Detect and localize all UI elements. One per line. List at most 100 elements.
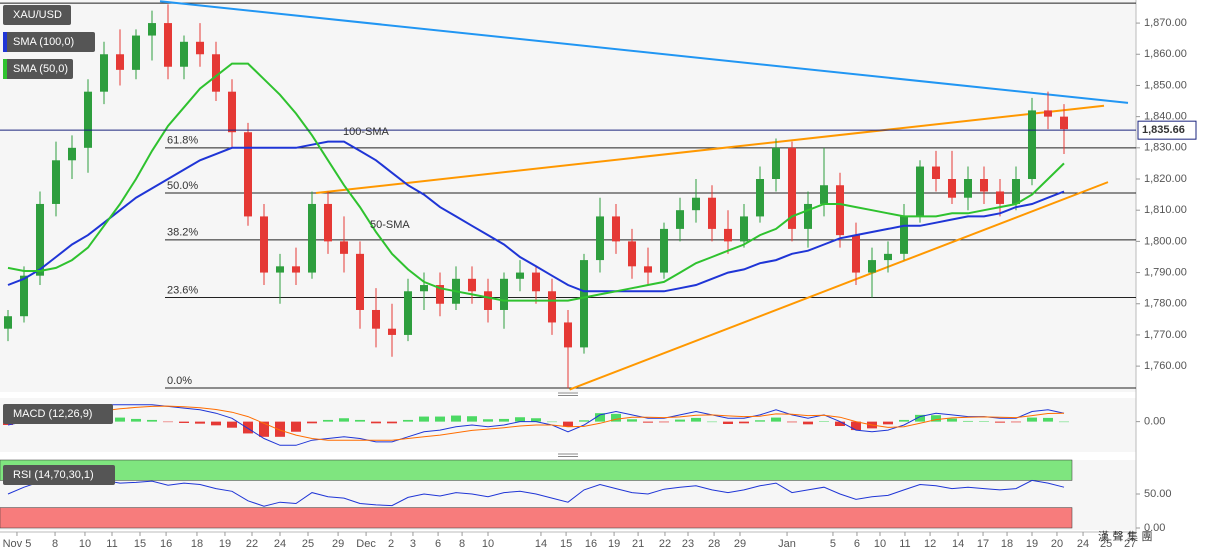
- candle-body: [468, 278, 476, 292]
- fib-label: 38.2%: [167, 227, 198, 239]
- candle-body: [36, 203, 44, 276]
- x-tick-label: 5: [830, 538, 836, 550]
- macd-histogram-bar: [563, 421, 573, 427]
- macd-histogram-bar: [819, 421, 829, 422]
- macd-histogram-bar: [259, 421, 269, 437]
- candle-body: [4, 316, 12, 329]
- candle-body: [932, 166, 940, 180]
- macd-histogram-bar: [899, 419, 909, 422]
- candle-body: [948, 179, 956, 198]
- annotation: 50-SMA: [370, 219, 410, 231]
- candle-body: [548, 291, 556, 323]
- x-tick-label: 15: [134, 538, 146, 550]
- x-tick-label: 19: [219, 538, 231, 550]
- macd-histogram-bar: [115, 417, 125, 422]
- x-tick-label: 19: [608, 538, 620, 550]
- candle-body: [308, 203, 316, 273]
- y-tick-label: 1,850.00: [1144, 79, 1187, 91]
- x-tick-label: Dec: [356, 538, 376, 550]
- candle-body: [1028, 110, 1036, 180]
- candle-body: [884, 253, 892, 261]
- macd-histogram-bar: [883, 421, 893, 425]
- y-tick-label: 0.00: [1144, 522, 1165, 534]
- candle-body: [212, 54, 220, 92]
- legend-chip: [3, 32, 95, 52]
- watermark: 漢 聲 集 團: [1098, 529, 1153, 543]
- candle-body: [580, 260, 588, 348]
- candle-body: [500, 278, 508, 310]
- x-tick-label: 17: [977, 538, 989, 550]
- candle-body: [372, 309, 380, 329]
- x-tick-label: 27: [1124, 538, 1136, 550]
- candle-body: [20, 275, 28, 317]
- x-tick-label: 25: [1100, 538, 1112, 550]
- x-tick-label: 15: [560, 538, 572, 550]
- macd-histogram-bar: [451, 415, 461, 422]
- x-tick-label: 14: [952, 538, 964, 550]
- x-tick-label: 10: [482, 538, 494, 550]
- legend-marker: [3, 32, 7, 52]
- macd-histogram-bar: [307, 421, 317, 424]
- x-tick-label: 20: [1051, 538, 1063, 550]
- x-tick-label: 24: [1077, 538, 1089, 550]
- legend-chip: [3, 59, 73, 79]
- candle-body: [324, 203, 332, 242]
- candle-body: [692, 197, 700, 211]
- x-tick-label: Nov 5: [3, 538, 32, 550]
- x-tick-label: 16: [160, 538, 172, 550]
- x-tick-label: 6: [435, 538, 441, 550]
- candle-body: [772, 147, 780, 180]
- trend-line: [569, 181, 1109, 391]
- trend-line: [315, 104, 1105, 195]
- x-tick-label: 19: [1026, 538, 1038, 550]
- candle-body: [916, 166, 924, 217]
- x-tick-label: 12: [924, 538, 936, 550]
- macd-histogram-bar: [499, 418, 509, 422]
- y-tick-label: 1,840.00: [1144, 111, 1187, 123]
- macd-histogram-bar: [723, 421, 733, 424]
- macd-histogram-bar: [211, 421, 221, 426]
- macd-histogram-bar: [1043, 417, 1053, 422]
- oversold-band: [0, 507, 1073, 529]
- macd-histogram-bar: [275, 421, 285, 437]
- candle-body: [852, 235, 860, 273]
- x-tick-label: 8: [459, 538, 465, 550]
- macd-histogram-bar: [579, 420, 589, 422]
- y-tick-label: 50.00: [1144, 488, 1172, 500]
- candle-body: [516, 272, 524, 279]
- x-tick-label: 10: [79, 538, 91, 550]
- x-tick-label: Jan: [778, 538, 796, 550]
- x-tick-label: 23: [682, 538, 694, 550]
- candle-body: [340, 241, 348, 254]
- candle-body: [52, 160, 60, 204]
- macd-histogram-bar: [243, 421, 253, 434]
- macd-histogram-bar: [403, 419, 413, 422]
- macd-histogram-bar: [547, 421, 557, 423]
- x-tick-label: 29: [332, 538, 344, 550]
- macd-histogram-bar: [355, 419, 365, 422]
- macd-histogram-bar: [1027, 417, 1037, 422]
- macd-histogram-bar: [995, 421, 1005, 423]
- candle-body: [804, 203, 812, 229]
- fib-label: 50.0%: [167, 180, 198, 192]
- fib-label: 23.6%: [167, 284, 198, 296]
- candle-body: [1060, 116, 1068, 130]
- candle-body: [1044, 110, 1052, 117]
- candle-body: [996, 191, 1004, 204]
- x-tick-label: 2: [388, 538, 394, 550]
- candle-body: [180, 41, 188, 67]
- candle-body: [244, 132, 252, 217]
- macd-histogram-bar: [323, 419, 333, 422]
- legend-label: SMA (50,0): [13, 63, 68, 75]
- macd-histogram-bar: [611, 413, 621, 422]
- legend-label: MACD (12,26,9): [13, 408, 92, 420]
- candle-body: [788, 147, 796, 229]
- annotation: 100-SMA: [343, 126, 390, 138]
- macd-histogram-bar: [435, 416, 445, 422]
- candle-body: [628, 241, 636, 267]
- candle-body: [164, 23, 172, 67]
- macd-histogram-bar: [803, 421, 813, 425]
- candle-body: [484, 291, 492, 310]
- macd-histogram-bar: [339, 418, 349, 422]
- macd-histogram-bar: [739, 421, 749, 424]
